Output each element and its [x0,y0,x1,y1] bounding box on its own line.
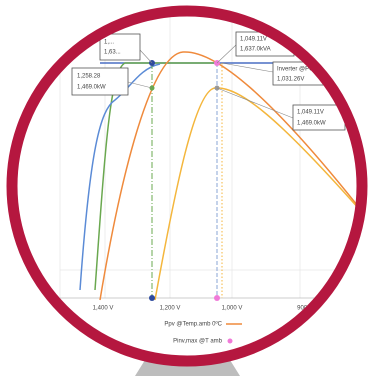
annotation: 1,258.28 1,469.0kW [71,67,129,96]
legend-label: Pinv,max @T amb [173,339,223,345]
legend-label: Ppv @Temp.amb 0ºC [164,321,222,328]
annotation-text: 1,469.0kW [77,85,106,91]
dot [214,295,220,301]
dot [149,295,155,301]
curve-green [94,62,215,291]
lens-ring [6,5,368,367]
annotation-text: 1,... [104,40,114,46]
annotation-text: 1,049.11V [297,110,324,116]
x-tick-label: 1,400 V [93,306,114,312]
curve-blue [79,63,161,291]
annotation-text: 1,049.11V [240,37,267,43]
curve-orange [99,51,357,301]
annotation-text: Inverter @PO [277,67,314,73]
annotation: 1,049.11V 1,469.0kW [292,104,346,131]
x-tick-label: 1,200 V [160,306,181,312]
annotation: 1,... 1,63... [99,33,141,61]
legend-swatch [227,338,233,344]
annotation-text: 1,637.0kVA [240,47,271,53]
annotation-text: 1,258.28 [77,74,101,80]
annotation-text: 1,63... [104,50,121,56]
annotation-text: 1,469.0kW [297,121,326,127]
x-tick-label: 1,000 V [222,306,243,312]
annotation-text: 1,031.26V [277,77,304,83]
